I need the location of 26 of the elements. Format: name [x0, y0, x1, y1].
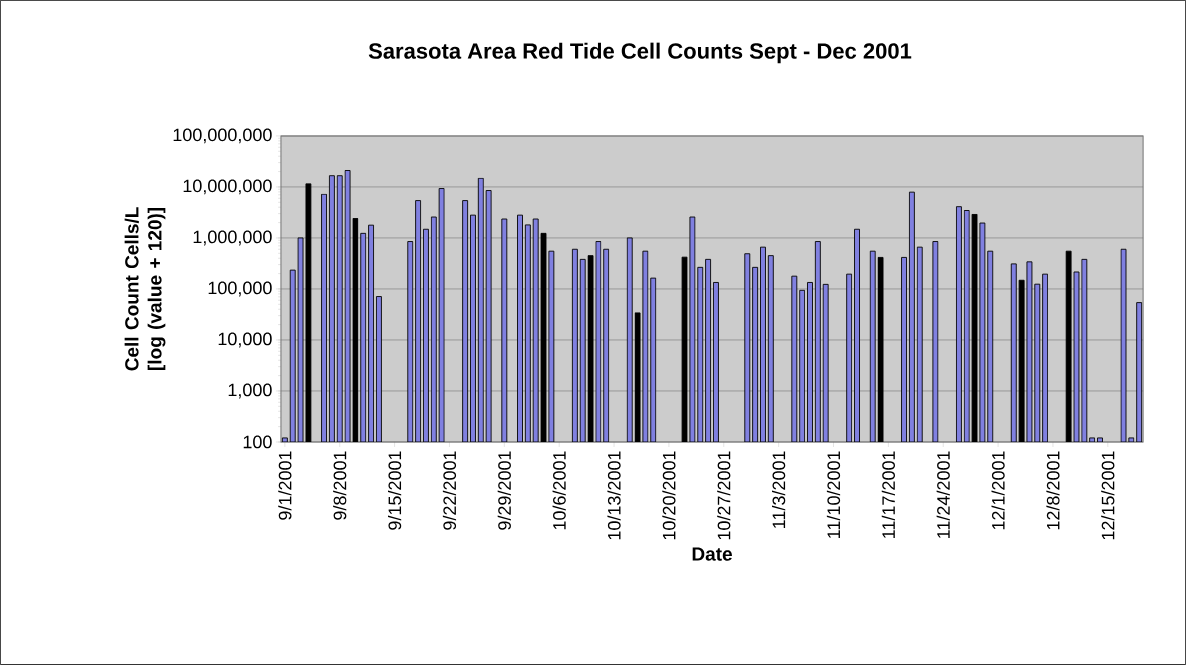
y-tick-label: 100,000,000 [173, 128, 272, 144]
chart-title: Sarasota Area Red Tide Cell Counts Sept - Dec 2001 [368, 42, 912, 64]
x-tick-label: 12/1/2001 [991, 451, 1005, 530]
x-tick-label: 9/29/2001 [497, 451, 511, 530]
x-tick-label: 10/27/2001 [717, 451, 731, 540]
y-tick-label: 10,000,000 [183, 179, 272, 195]
y-axis-title: Cell Count Cells/L [log (value + 120)] [124, 207, 166, 371]
x-tick-label: 10/6/2001 [552, 451, 566, 530]
y-tick-label: 1,000 [228, 383, 272, 399]
x-axis-title: Date [692, 547, 732, 561]
y-tick-label: 10,000 [218, 332, 272, 348]
x-tick-label: 9/22/2001 [442, 451, 457, 530]
x-tick-label: 11/3/2001 [772, 451, 786, 528]
y-tick-label: 100 [243, 435, 272, 449]
x-tick-label: 10/20/2001 [662, 451, 676, 540]
x-tick-label: 11/17/2001 [881, 451, 895, 538]
x-tick-label: 9/8/2001 [333, 451, 347, 520]
x-tick-label: 11/10/2001 [826, 451, 841, 538]
y-tick-label: 1,000,000 [193, 230, 272, 246]
x-tick-label: 12/15/2001 [1101, 451, 1115, 540]
x-tick-label: 10/13/2001 [607, 451, 621, 540]
y-tick-label: 100,000 [208, 281, 272, 297]
x-tick-label: 9/1/2001 [278, 451, 292, 520]
x-tick-label: 11/24/2001 [936, 451, 950, 538]
x-tick-label: 12/8/2001 [1046, 451, 1060, 530]
x-tick-label: 9/15/2001 [387, 451, 402, 530]
